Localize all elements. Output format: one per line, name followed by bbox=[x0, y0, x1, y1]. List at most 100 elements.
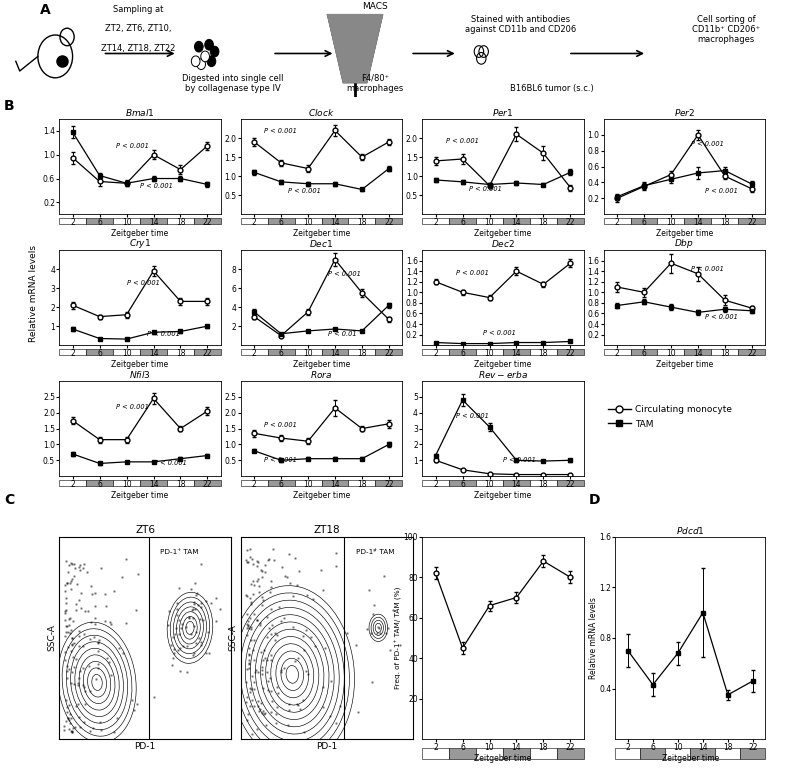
Point bbox=[65, 573, 78, 585]
Point bbox=[61, 701, 73, 713]
Bar bbox=[630, 349, 657, 355]
Point bbox=[65, 726, 78, 738]
X-axis label: Zeitgeber time: Zeitgeber time bbox=[111, 491, 169, 499]
Point bbox=[107, 584, 120, 597]
Bar bbox=[113, 349, 140, 355]
Bar bbox=[140, 349, 167, 355]
Point bbox=[173, 628, 185, 640]
Point bbox=[128, 704, 140, 717]
Point bbox=[73, 640, 86, 652]
Point bbox=[110, 712, 123, 724]
Bar bbox=[267, 349, 294, 355]
Point bbox=[271, 629, 283, 641]
Point bbox=[210, 615, 222, 627]
Point bbox=[246, 588, 259, 601]
Point bbox=[262, 684, 275, 696]
Point bbox=[99, 587, 112, 600]
Point bbox=[245, 578, 257, 591]
Point bbox=[103, 656, 116, 668]
Point bbox=[60, 555, 73, 568]
Bar bbox=[322, 349, 349, 355]
Point bbox=[120, 616, 133, 629]
Point bbox=[334, 699, 346, 712]
Point bbox=[260, 630, 273, 643]
Point bbox=[289, 552, 301, 565]
Point bbox=[297, 630, 309, 643]
Point bbox=[293, 565, 305, 577]
Point bbox=[270, 680, 282, 692]
Point bbox=[299, 624, 312, 636]
Point bbox=[330, 546, 342, 559]
Point bbox=[58, 654, 71, 667]
Point bbox=[252, 555, 264, 568]
Y-axis label: Freq. of PD-1⁺ TAM/ TAM (%): Freq. of PD-1⁺ TAM/ TAM (%) bbox=[394, 587, 402, 689]
Point bbox=[243, 682, 256, 695]
Bar bbox=[712, 349, 739, 355]
Point bbox=[174, 664, 186, 677]
Title: $\it{Pdcd1}$: $\it{Pdcd1}$ bbox=[676, 525, 705, 536]
Text: P < 0.001: P < 0.001 bbox=[126, 280, 159, 286]
Point bbox=[66, 640, 79, 652]
Point bbox=[205, 597, 218, 609]
Bar bbox=[740, 748, 765, 759]
Point bbox=[242, 657, 255, 669]
Text: P < 0.001: P < 0.001 bbox=[483, 330, 516, 335]
Point bbox=[244, 542, 256, 555]
Bar bbox=[476, 349, 503, 355]
Point bbox=[63, 612, 76, 624]
Bar bbox=[449, 748, 476, 759]
Point bbox=[171, 602, 184, 615]
Bar bbox=[86, 219, 113, 224]
Point bbox=[260, 666, 273, 678]
Point bbox=[65, 624, 77, 636]
Point bbox=[85, 580, 98, 593]
Bar bbox=[557, 481, 584, 485]
X-axis label: Zeitgeber time: Zeitgeber time bbox=[662, 754, 719, 762]
Text: P < 0.001: P < 0.001 bbox=[705, 314, 738, 320]
Bar bbox=[140, 481, 167, 485]
Point bbox=[92, 636, 105, 649]
Point bbox=[378, 569, 391, 582]
Point bbox=[269, 717, 282, 729]
Point bbox=[250, 614, 263, 626]
Point bbox=[58, 630, 71, 643]
Point bbox=[248, 580, 260, 592]
Point bbox=[195, 597, 208, 609]
Point bbox=[284, 576, 297, 589]
Point bbox=[265, 603, 278, 615]
Point bbox=[130, 697, 143, 710]
Point bbox=[65, 724, 78, 737]
Point bbox=[241, 608, 253, 620]
Bar bbox=[557, 219, 584, 224]
Point bbox=[85, 587, 98, 600]
Point bbox=[62, 706, 74, 719]
Point bbox=[264, 685, 277, 698]
Point bbox=[95, 562, 107, 574]
Point bbox=[200, 647, 212, 659]
Bar bbox=[59, 219, 86, 224]
Text: P < 0.001: P < 0.001 bbox=[264, 128, 297, 135]
Title: $\it{Cry1}$: $\it{Cry1}$ bbox=[129, 237, 151, 250]
Point bbox=[251, 723, 264, 735]
Point bbox=[257, 644, 270, 657]
Point bbox=[247, 643, 260, 656]
Point bbox=[68, 678, 80, 690]
Point bbox=[65, 638, 78, 650]
Text: Stained with antibodies
against CD11b and CD206: Stained with antibodies against CD11b an… bbox=[465, 15, 577, 34]
Point bbox=[72, 677, 84, 689]
Point bbox=[245, 598, 258, 610]
Point bbox=[187, 649, 200, 661]
Point bbox=[240, 675, 252, 688]
Point bbox=[350, 638, 363, 650]
Text: P < 0.001: P < 0.001 bbox=[456, 413, 488, 419]
Point bbox=[64, 574, 77, 587]
Title: $\it{Per2}$: $\it{Per2}$ bbox=[674, 107, 695, 118]
Text: Sampling at: Sampling at bbox=[113, 5, 163, 14]
Point bbox=[245, 670, 258, 682]
Text: PD-1⁺ TAM: PD-1⁺ TAM bbox=[160, 549, 199, 555]
Bar bbox=[557, 748, 584, 759]
Bar bbox=[86, 349, 113, 355]
Point bbox=[189, 602, 201, 615]
Text: Relative mRNA levels: Relative mRNA levels bbox=[29, 245, 38, 342]
Bar bbox=[630, 219, 657, 224]
